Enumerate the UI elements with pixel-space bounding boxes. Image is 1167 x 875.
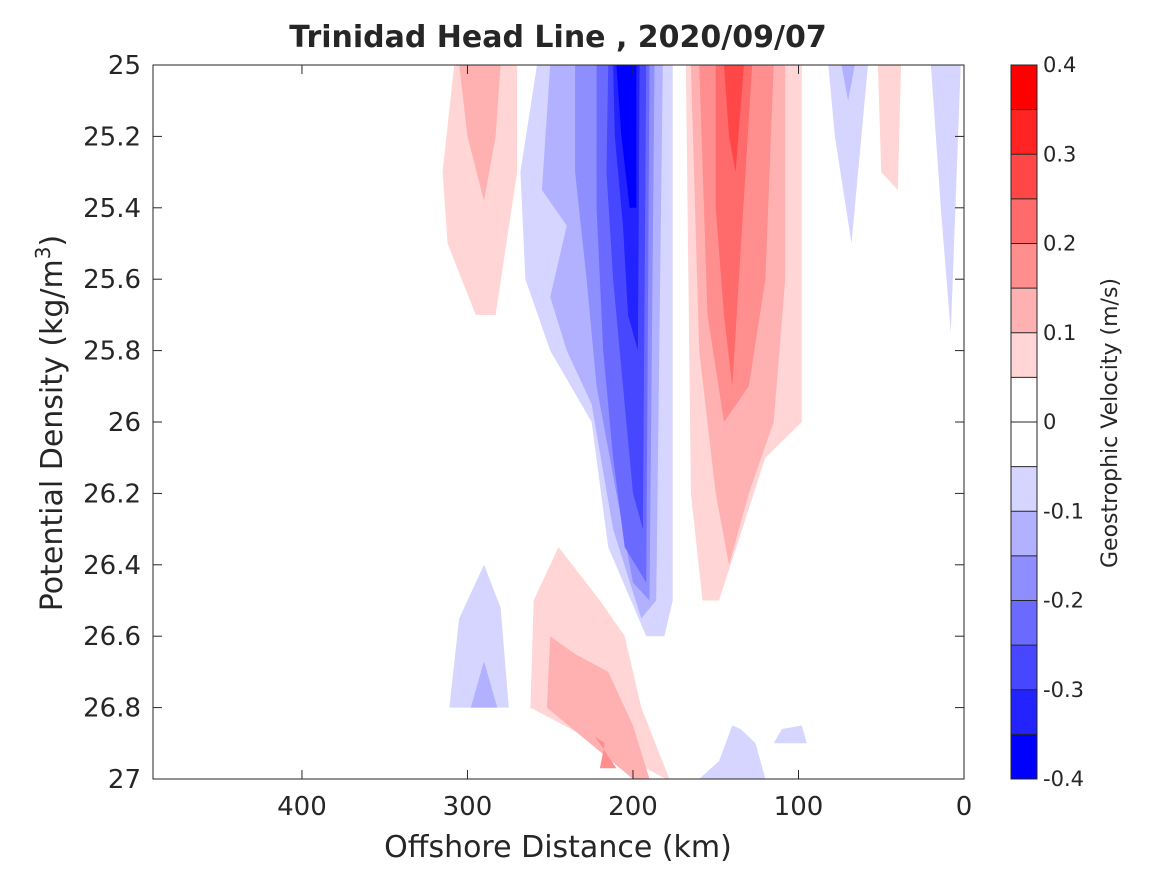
y-tick-label: 26 — [108, 408, 141, 438]
negative-patch-deep-west-level-18 — [449, 564, 509, 708]
x-tick-label: 100 — [774, 792, 824, 822]
chart-title: Trinidad Head Line , 2020/09/07 — [289, 20, 826, 55]
x-tick-label: 0 — [956, 792, 973, 822]
colorbar-segment — [1011, 734, 1037, 779]
negative-patch-deep-east-level-24 — [773, 725, 807, 744]
positive-band-140km-level-12 — [715, 65, 753, 387]
colorbar-segment — [1011, 65, 1037, 110]
colorbar-segment — [1011, 198, 1037, 244]
colorbar-tick-label: -0.3 — [1043, 678, 1084, 702]
negative-patch-deep-west-level-19 — [470, 661, 498, 708]
y-tick-label: 26.6 — [83, 622, 141, 652]
colorbar: -0.4 -0.3 -0.2 -0.1 0 0.1 0.2 0.3 0.4 — [1010, 53, 1084, 791]
positive-band-140km-level-13 — [724, 65, 744, 173]
y-tick-label: 25.6 — [83, 265, 141, 295]
colorbar-segment — [1011, 332, 1037, 378]
y-tick-label: 25.8 — [83, 337, 141, 367]
x-axis: 400 300 200 100 0 — [277, 65, 972, 822]
y-axis-label-close: ) — [35, 235, 70, 247]
colorbar-segment — [1011, 600, 1037, 646]
colorbar-segment — [1011, 689, 1037, 735]
colorbar-tick-label: 0 — [1043, 410, 1056, 434]
colorbar-segment — [1011, 243, 1037, 289]
positive-patch-deep-level-21 — [546, 636, 650, 779]
colorbar-segment — [1011, 511, 1037, 556]
colorbar-tick-label: -0.1 — [1043, 499, 1084, 523]
colorbar-tick-label: 0.3 — [1043, 142, 1076, 166]
positive-patch-45km-level-16 — [877, 65, 902, 190]
negative-patch-70km-level-14 — [828, 65, 868, 244]
positive-band-300km-level-1 — [459, 65, 501, 201]
x-axis-label: Offshore Distance (km) — [384, 830, 732, 865]
negative-patch-deep-east-level-23 — [699, 725, 766, 779]
colorbar-segment — [1011, 377, 1037, 422]
x-tick-label: 400 — [277, 792, 327, 822]
colorbar-segment — [1011, 288, 1037, 333]
colorbar-segment — [1011, 645, 1037, 690]
y-tick-label: 25.4 — [83, 194, 141, 224]
y-axis: 25 25.2 25.4 25.6 25.8 26 26.2 26.4 26.6 26.8 27 — [83, 51, 964, 795]
colorbar-segment — [1011, 422, 1037, 467]
contour-fill-layer — [442, 65, 961, 779]
negative-patch-10km-level-17 — [930, 65, 961, 333]
colorbar-segment — [1011, 466, 1037, 512]
y-axis-label-superscript: 3 — [31, 246, 55, 259]
y-axis-label: Potential Density (kg/m3) — [31, 235, 70, 611]
y-tick-label: 25 — [108, 51, 141, 81]
negative-patch-70km-level-15 — [841, 65, 855, 101]
y-tick-label: 26.4 — [83, 551, 141, 581]
y-tick-label: 26.8 — [83, 694, 141, 724]
colorbar-tick-label: 0.2 — [1043, 232, 1076, 256]
y-tick-label: 25.2 — [83, 122, 141, 152]
colorbar-tick-label: 0.1 — [1043, 321, 1076, 345]
colorbar-segment — [1011, 154, 1037, 199]
colorbar-tick-label: 0.4 — [1043, 53, 1076, 77]
x-tick-label: 200 — [608, 792, 658, 822]
colorbar-tick-label: -0.4 — [1043, 767, 1084, 791]
colorbar-segment — [1011, 555, 1037, 601]
colorbar-frame — [1010, 64, 1038, 780]
colorbar-segment — [1011, 109, 1037, 155]
colorbar-label: Geostrophic Velocity (m/s) — [1098, 278, 1123, 568]
y-tick-label: 27 — [108, 765, 141, 795]
y-axis-label-main: Potential Density (kg/m — [35, 259, 70, 611]
y-tick-label: 26.2 — [83, 479, 141, 509]
x-tick-label: 300 — [443, 792, 493, 822]
positive-band-300km-level-0 — [442, 65, 518, 315]
colorbar-tick-label: -0.2 — [1043, 589, 1084, 613]
negative-band-core-level-8 — [616, 65, 637, 208]
positive-patch-deep-level-22 — [594, 736, 617, 769]
